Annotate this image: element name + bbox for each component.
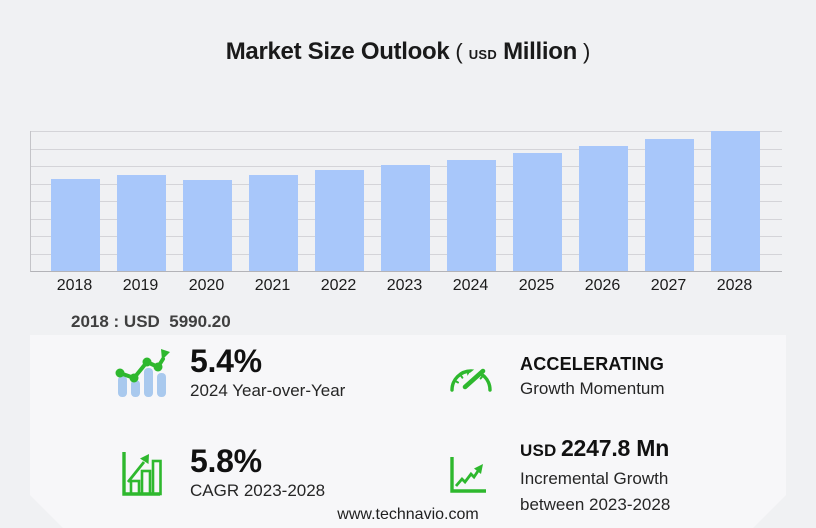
x-tick-label-2023: 2023 [386, 277, 423, 294]
bar-2023 [381, 165, 430, 271]
bar-series [51, 131, 760, 271]
stat-yoy-text: 5.4% 2024 Year-over-Year [190, 344, 345, 404]
x-tick-label-2018: 2018 [56, 277, 93, 294]
stat-momentum-label: Growth Momentum [520, 379, 665, 398]
x-tick-label-2026: 2026 [584, 277, 621, 294]
x-tick-label-2024: 2024 [452, 277, 489, 294]
x-tick-label-2025: 2025 [518, 277, 555, 294]
title-text: Market Size Outlook [225, 38, 450, 65]
stat-incremental-value: USD 2247.8 Mn [520, 434, 670, 466]
stat-yoy-value: 5.4% [190, 343, 262, 379]
stat-incremental: USD 2247.8 Mn Incremental Growth between… [448, 434, 670, 518]
stat-incremental-currency: USD [520, 441, 557, 460]
title-paren-close: ) [582, 39, 591, 64]
speedometer-gauge-icon [448, 359, 494, 398]
title-currency: USD [468, 47, 498, 62]
bar-2028 [711, 131, 760, 271]
x-tick-label-2019: 2019 [122, 277, 159, 294]
stat-yoy: 5.4% 2024 Year-over-Year [112, 344, 345, 404]
bar-2019 [117, 175, 166, 271]
stat-incremental-label-line2: between 2023-2028 [520, 495, 671, 514]
website-link: www.technavio.com [337, 506, 479, 523]
stat-incremental-label-line1: Incremental Growth [520, 469, 669, 488]
plot-area [30, 131, 782, 272]
bar-chart-trend-up-icon [112, 347, 170, 402]
stat-momentum-text: ACCELERATING Growth Momentum [520, 352, 665, 402]
bar-2026 [579, 146, 628, 271]
gridline [31, 148, 782, 150]
title-paren-open: ( [455, 39, 463, 64]
x-tick-label-2021: 2021 [254, 277, 291, 294]
stat-cagr-value: 5.8% [190, 443, 262, 479]
x-tick-label-2028: 2028 [716, 277, 753, 294]
bar-2025 [513, 153, 562, 271]
title-unit: Million [503, 38, 577, 65]
bar-2027 [645, 139, 694, 271]
stat-incremental-amount: 2247.8 Mn [560, 435, 670, 461]
stat-cagr-text: 5.8% CAGR 2023-2028 [190, 444, 325, 504]
x-axis-labels: 2018 2019 2020 2021 2022 2023 2024 2025 2026 2027… [50, 277, 759, 295]
stat-incremental-text: USD 2247.8 Mn Incremental Growth between… [520, 434, 670, 518]
bar-2021 [249, 175, 298, 271]
stat-yoy-label: 2024 Year-over-Year [190, 381, 346, 400]
bar-2022 [315, 170, 364, 271]
x-tick-label-2022: 2022 [320, 277, 357, 294]
x-tick-label-2020: 2020 [188, 277, 225, 294]
bar-2024 [447, 159, 496, 271]
x-tick-label-2027: 2027 [650, 277, 687, 294]
line-chart-arrow-icon [448, 455, 488, 500]
bar-2018 [51, 179, 100, 271]
stat-cagr: 5.8% CAGR 2023-2028 [120, 444, 325, 504]
stat-momentum: ACCELERATING Growth Momentum [448, 352, 665, 402]
stat-momentum-value: ACCELERATING [520, 354, 665, 374]
page-title: Market Size Outlook ( USD Million ) [0, 38, 816, 66]
base-year-annotation: 2018 : USD 5990.20 [71, 312, 231, 331]
growth-bars-arrow-icon [120, 450, 162, 503]
stat-cagr-label: CAGR 2023-2028 [190, 481, 326, 500]
gridline [31, 131, 782, 132]
bar-2020 [183, 179, 232, 271]
